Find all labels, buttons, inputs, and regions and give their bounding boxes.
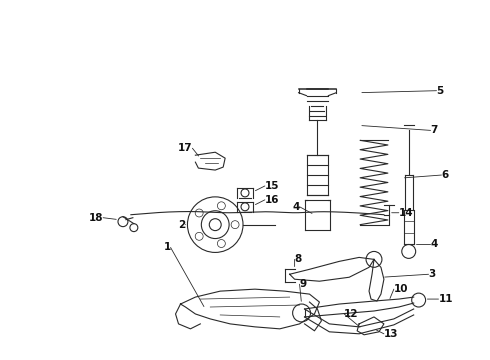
Text: 9: 9 [299,279,307,289]
Text: 16: 16 [265,195,279,205]
Text: 18: 18 [89,213,103,223]
Text: 10: 10 [394,284,408,294]
Text: 6: 6 [441,170,449,180]
Text: 3: 3 [429,269,436,279]
Text: 7: 7 [431,125,438,135]
Text: 1: 1 [163,243,171,252]
Text: 15: 15 [265,181,279,191]
Text: 13: 13 [384,329,398,339]
Text: 4: 4 [431,239,438,249]
Text: 11: 11 [439,294,453,304]
Text: 2: 2 [178,220,185,230]
Text: 5: 5 [437,86,444,96]
Text: 8: 8 [294,255,302,264]
Text: 12: 12 [344,309,359,319]
Text: 14: 14 [399,208,414,218]
Text: 17: 17 [178,143,193,153]
Text: 4: 4 [292,202,299,212]
